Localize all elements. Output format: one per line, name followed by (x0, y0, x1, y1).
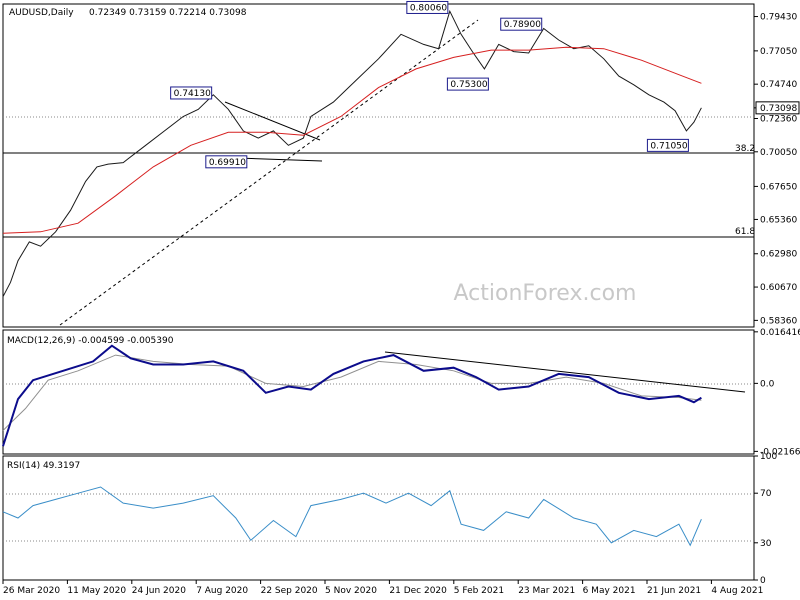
price-series-group (2, 9, 702, 297)
rsi-y-ticks: 100 70 30 0 (754, 452, 777, 586)
price-y-tick-label: 0.77050 (760, 47, 797, 57)
macd-y-tick-label: 0.016416 (760, 328, 800, 338)
rsi-y-tick-label: 30 (760, 539, 772, 549)
price-y-tick-label: 0.70050 (760, 148, 797, 158)
price-panel-frame (2, 3, 755, 328)
x-tick-label: 26 Mar 2020 (3, 586, 60, 596)
rsi-panel-frame (2, 455, 755, 581)
x-tick-label: 23 Mar 2021 (518, 586, 575, 596)
price-y-tick-label: 0.72360 (760, 114, 797, 124)
macd-title: MACD(12,26,9) -0.004599 -0.005390 (7, 336, 174, 346)
price-annotation-box (205, 155, 248, 169)
falling-trendline (224, 101, 321, 141)
x-tick-label: 6 May 2021 (583, 586, 636, 596)
x-tick-label: 11 May 2020 (67, 586, 126, 596)
fib-618-label: 61.8 (735, 227, 755, 237)
price-y-tick-label: 0.60670 (760, 283, 797, 293)
price-annotation-box (446, 77, 489, 91)
x-tick-label: 21 Jun 2021 (647, 586, 701, 596)
price-y-tick-label: 0.67650 (760, 182, 797, 192)
price-annotation-label: 0.78900 (504, 20, 541, 30)
macd-y-ticks: 0.016416 0.0 -0.021665 (754, 328, 800, 457)
price-annotation-label: 0.69910 (209, 158, 246, 168)
fib-trendline (59, 19, 479, 326)
rsi-title: RSI(14) 49.3197 (7, 461, 80, 471)
price-y-tick-label: 0.62980 (760, 250, 797, 260)
macd-panel-frame (2, 329, 755, 455)
macd-y-tick-label: 0.0 (760, 379, 775, 389)
price-annotation-box (406, 0, 449, 14)
x-axis-ticks: 26 Mar 2020 11 May 2020 24 Jun 2020 7 Aug 2… (2, 580, 763, 596)
flag-bottom-line (236, 157, 323, 162)
x-tick-label: 22 Sep 2020 (261, 586, 318, 596)
price-annotation-label: 0.75300 (450, 80, 487, 90)
price-y-tick-label: 0.65360 (760, 215, 797, 225)
rsi-y-tick-label: 100 (760, 452, 777, 462)
price-annotation-box (646, 138, 689, 152)
price-annotation-label: 0.80060 (410, 3, 447, 13)
price-annotation-label: 0.74130 (174, 89, 211, 99)
price-line (2, 9, 702, 297)
x-tick-label: 4 Aug 2021 (711, 586, 763, 596)
rsi-line (2, 486, 702, 547)
rsi-y-tick-label: 70 (760, 489, 772, 499)
moving-average-line (2, 46, 702, 234)
fib-382-label: 38.2 (735, 144, 755, 154)
current-price-box (755, 101, 800, 115)
macd-signal-line (2, 354, 702, 431)
price-y-tick-label: 0.74740 (760, 80, 797, 90)
ohlc-label: 0.72349 0.73159 0.72214 0.73098 (89, 8, 247, 18)
price-annotation-box (170, 86, 213, 100)
price-y-tick-label: 0.73098 (760, 104, 797, 114)
price-annotation-label: 0.71050 (650, 141, 687, 151)
x-tick-label: 7 Aug 2020 (196, 586, 248, 596)
macd-y-tick-label: -0.021665 (760, 447, 800, 457)
price-y-tick-label: 0.58360 (760, 316, 797, 326)
price-annotations: 0.74130 0.69910 0.80060 0.75300 0.78900 0.710… (170, 0, 689, 169)
macd-trendline (384, 351, 746, 393)
watermark: ActionForex.com (454, 281, 637, 306)
x-tick-label: 24 Jun 2020 (132, 586, 186, 596)
symbol-label: AUDUSD,Daily (9, 8, 74, 18)
x-tick-label: 5 Nov 2020 (325, 586, 377, 596)
rsi-y-tick-label: 0 (760, 576, 766, 586)
macd-line (2, 344, 702, 447)
x-tick-label: 21 Dec 2020 (389, 586, 447, 596)
x-tick-label: 5 Feb 2021 (454, 586, 504, 596)
price-annotation-box (500, 17, 543, 31)
price-y-tick-label: 0.79430 (760, 13, 797, 23)
